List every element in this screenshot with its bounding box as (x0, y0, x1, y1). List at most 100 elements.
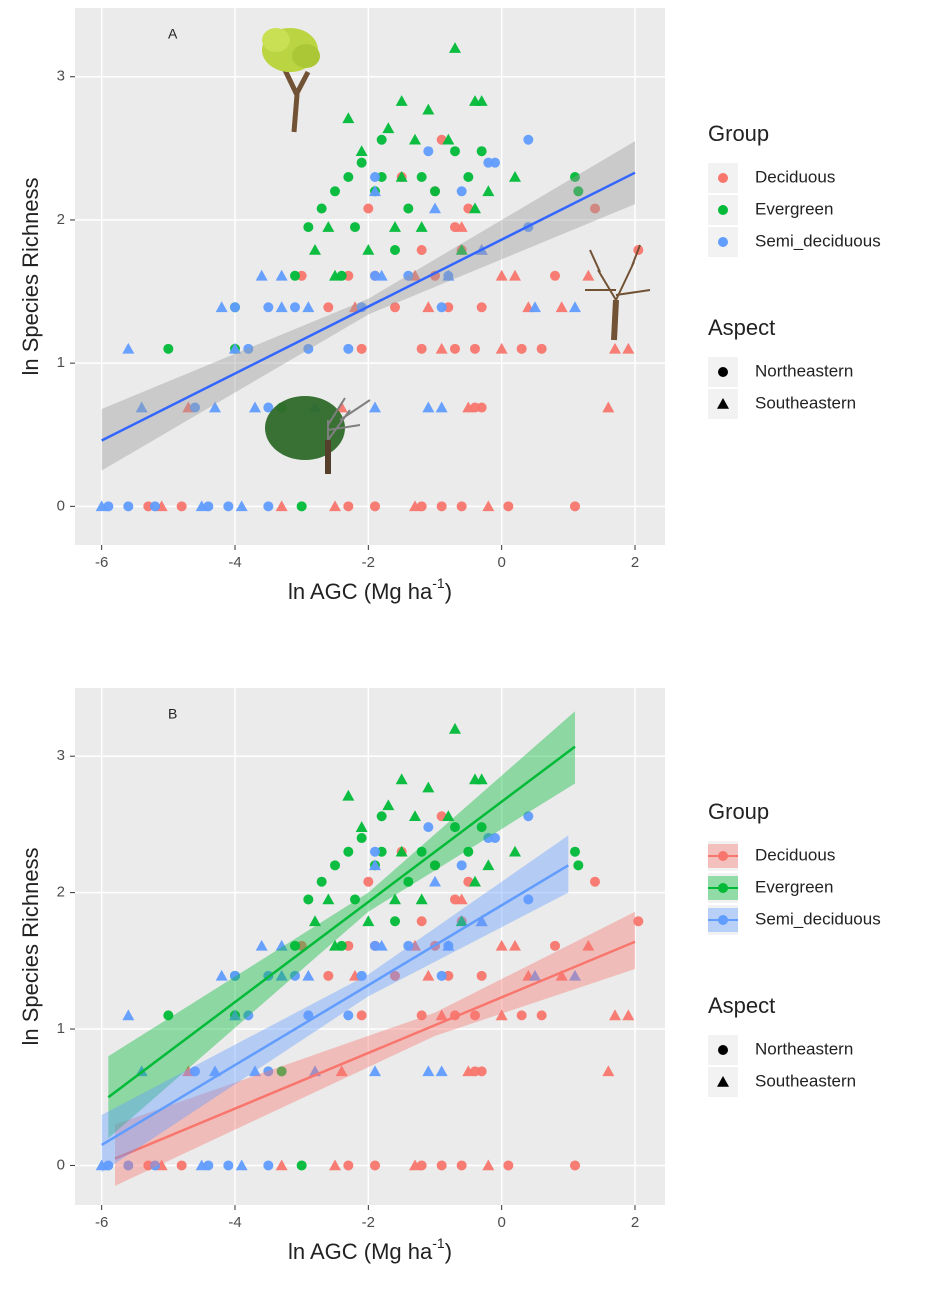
data-point (375, 939, 388, 951)
data-point (476, 302, 487, 313)
data-point (195, 500, 208, 512)
data-point (150, 1160, 160, 1171)
data-point (215, 969, 228, 981)
data-point (249, 1065, 261, 1077)
x-tick-label: -2 (362, 554, 375, 571)
data-point (436, 970, 447, 981)
legend-title: Aspect (708, 315, 775, 340)
legend-entry: Deciduous (755, 845, 835, 864)
data-point (356, 343, 367, 354)
data-point (395, 845, 408, 857)
data-point (622, 342, 635, 354)
tree-illustrations (262, 28, 651, 474)
data-point (343, 1010, 354, 1021)
data-point (362, 915, 375, 927)
data-point (456, 860, 467, 871)
data-point (435, 1065, 448, 1077)
data-point (476, 1066, 487, 1077)
data-point (363, 203, 374, 214)
data-point (415, 893, 428, 905)
data-point (263, 302, 274, 313)
data-point (309, 915, 321, 927)
tree-bare-icon (585, 244, 651, 341)
data-point (195, 1159, 208, 1171)
y-axis-title: ln Species Richness (18, 847, 43, 1045)
data-point (243, 343, 254, 354)
data-point (95, 500, 108, 512)
panels: -6 -4 -2 0 2 0 1 2 3 Aln Species Richness ln AGC (… (18, 8, 665, 1264)
data-point (395, 95, 408, 106)
legend-entry: Semi_deciduous (755, 909, 881, 928)
data-point (570, 171, 580, 182)
data-point (223, 1160, 234, 1171)
data-point (255, 939, 268, 951)
data-point (462, 401, 475, 413)
data-point (323, 302, 334, 313)
data-point (463, 846, 474, 857)
data-point (442, 939, 455, 951)
data-point (462, 1065, 475, 1077)
data-point (335, 1065, 348, 1077)
data-point (622, 1009, 635, 1021)
data-point (429, 202, 441, 214)
data-point (436, 302, 447, 313)
confidence-band (108, 711, 575, 1139)
data-point (416, 245, 427, 256)
data-point (495, 342, 508, 354)
data-point (122, 1009, 135, 1021)
data-point (343, 171, 354, 182)
data-point (436, 501, 447, 512)
data-point (223, 501, 234, 512)
x-tick-label: -6 (95, 554, 108, 571)
y-tick-label: 1 (57, 354, 65, 371)
plot-background (75, 8, 665, 545)
data-point (475, 915, 488, 927)
y-tick-label: 3 (57, 747, 65, 764)
fit-line (107, 745, 576, 1099)
data-point (190, 402, 200, 413)
legends: Group Deciduous Evergreen Semi_deciduous Asp… (708, 121, 881, 1097)
data-point (590, 876, 600, 887)
data-point (482, 859, 495, 871)
y-tick-label: 1 (57, 1020, 65, 1037)
data-point (290, 270, 300, 281)
legend-key (718, 851, 728, 861)
data-point (329, 939, 341, 951)
data-point (403, 876, 414, 887)
data-point (370, 171, 380, 182)
data-point (602, 1065, 615, 1077)
data-point (356, 1010, 367, 1021)
data-point (409, 1159, 421, 1171)
data-point (449, 42, 461, 53)
data-point (209, 401, 221, 413)
x-axis-title-end: ) (445, 579, 452, 604)
tree-half-icon (265, 396, 371, 474)
data-point (509, 170, 521, 182)
data-point (390, 970, 400, 981)
data-point (329, 269, 341, 281)
data-point (296, 1160, 307, 1171)
data-point (369, 859, 381, 871)
data-point (235, 500, 248, 512)
data-point (416, 1010, 427, 1021)
data-point (422, 1065, 435, 1077)
y-tick-label: 2 (57, 211, 65, 228)
data-point (503, 1160, 514, 1171)
data-point (163, 343, 174, 354)
data-point (303, 222, 314, 233)
data-point (475, 95, 488, 106)
data-point (389, 221, 401, 232)
data-point (455, 893, 468, 905)
tree-evergreen-icon (262, 28, 320, 133)
data-point (370, 846, 380, 857)
data-point (370, 1160, 380, 1171)
data-point (476, 970, 487, 981)
data-point (403, 940, 414, 951)
data-point (329, 1159, 341, 1171)
x-tick-label: -6 (95, 1214, 108, 1231)
data-point (355, 145, 368, 156)
data-point (449, 722, 461, 734)
data-point (416, 171, 427, 182)
data-point (569, 969, 581, 981)
data-point (249, 401, 261, 413)
